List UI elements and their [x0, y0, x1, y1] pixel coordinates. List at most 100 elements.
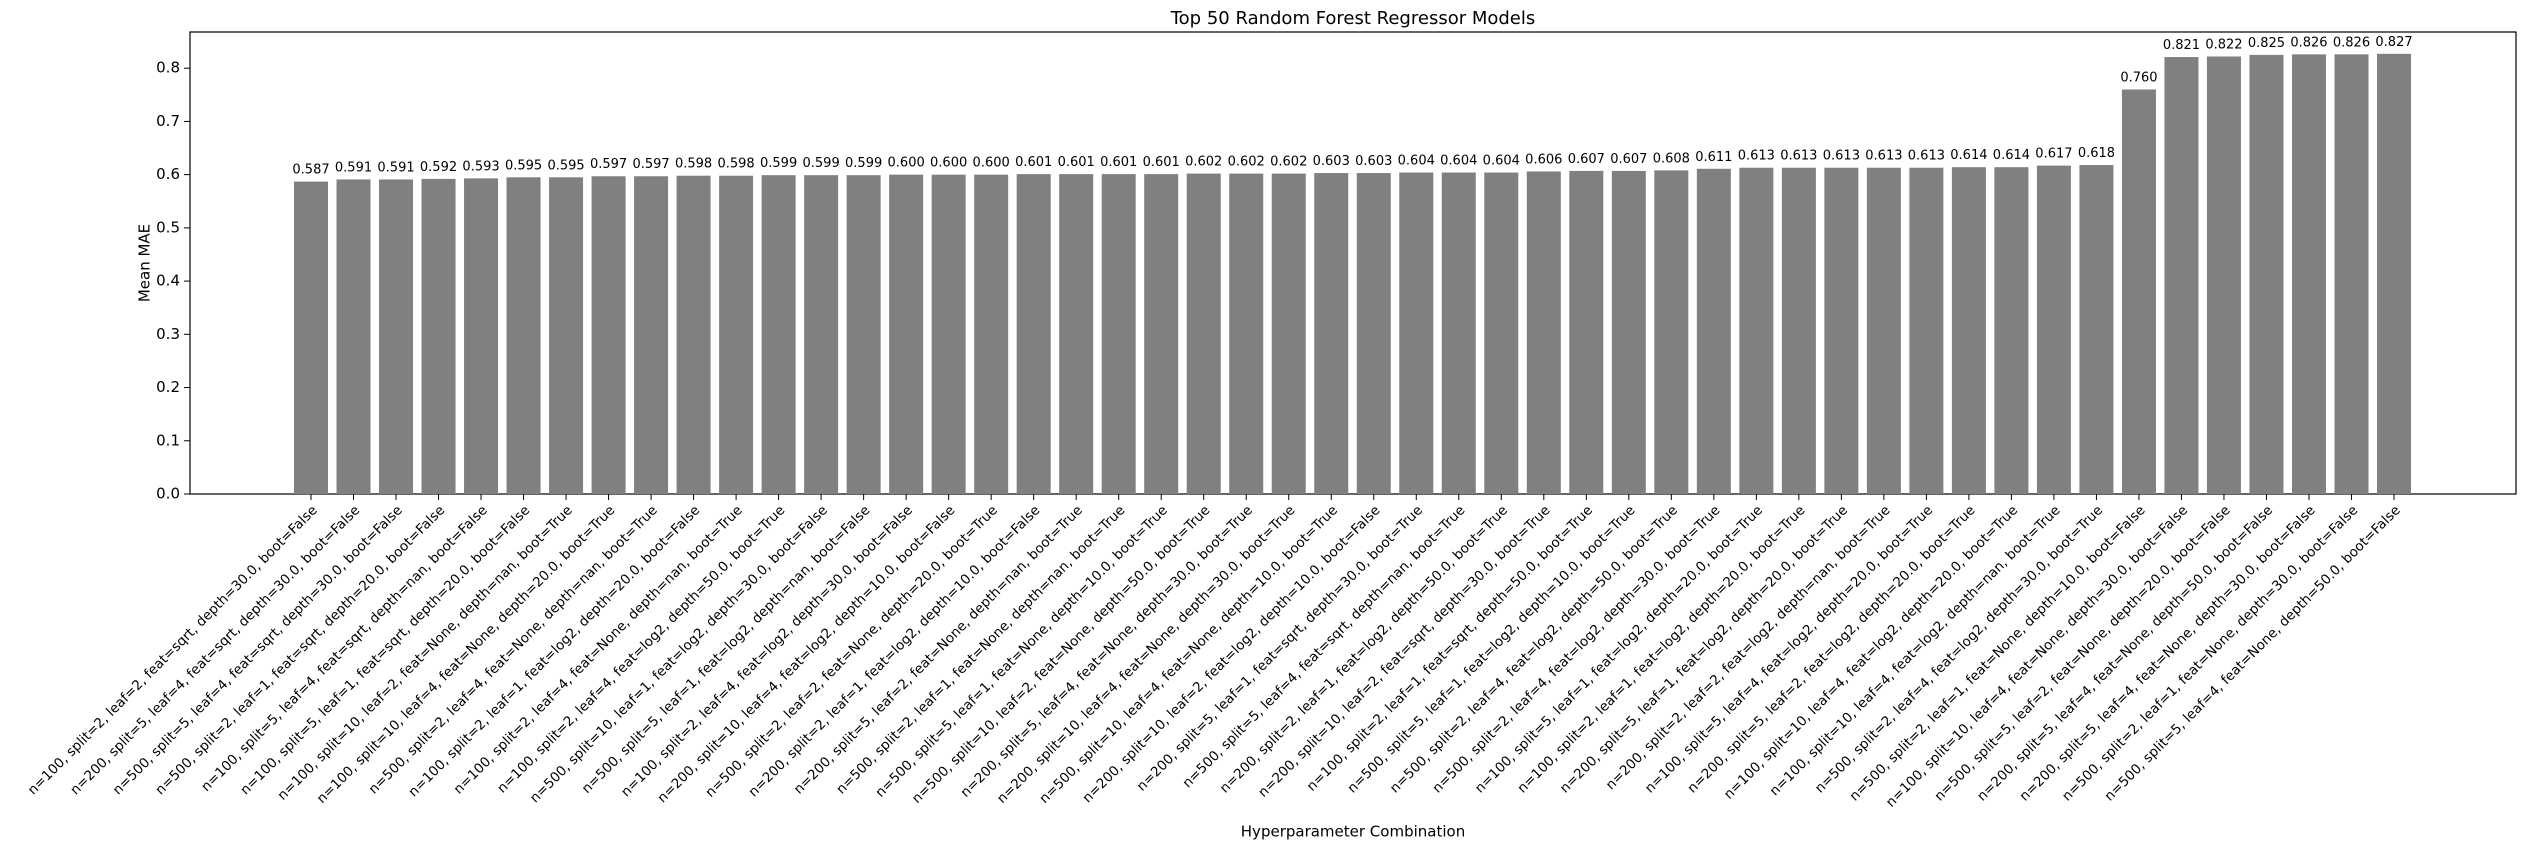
bar [2121, 89, 2156, 494]
value-label: 0.613 [1865, 149, 1902, 164]
value-label: 0.599 [845, 156, 882, 171]
value-label: 0.611 [1695, 150, 1732, 165]
bar [1994, 167, 2029, 494]
y-tick-label: 0.3 [156, 325, 180, 343]
bar [676, 175, 711, 495]
value-label: 0.604 [1483, 154, 1520, 169]
y-tick-label: 0.0 [156, 485, 180, 503]
value-label: 0.826 [2333, 35, 2370, 50]
y-tick-label: 0.8 [156, 59, 180, 77]
value-label: 0.602 [1228, 155, 1265, 170]
value-label: 0.595 [547, 158, 584, 173]
value-label: 0.591 [335, 160, 372, 175]
bar [2036, 165, 2071, 494]
value-label: 0.821 [2163, 38, 2200, 53]
bar [1824, 167, 1859, 494]
value-label: 0.604 [1398, 154, 1435, 169]
bar [2291, 54, 2326, 495]
bar [931, 174, 966, 495]
y-axis-label: Mean MAE [136, 224, 154, 302]
value-label: 0.593 [462, 159, 499, 174]
value-label: 0.607 [1610, 152, 1647, 167]
bar [2376, 53, 2412, 495]
bar [1314, 173, 1349, 494]
plot-frame [189, 31, 2517, 495]
bar [2164, 57, 2199, 495]
value-label: 0.613 [1823, 149, 1860, 164]
y-tick-label: 0.5 [156, 218, 180, 236]
value-label: 0.595 [505, 158, 542, 173]
value-label: 0.599 [803, 156, 840, 171]
chart-title: Top 50 Random Forest Regressor Models [1170, 8, 1536, 29]
bar [1229, 173, 1264, 495]
value-label: 0.608 [1653, 151, 1690, 166]
bar [1654, 170, 1689, 495]
value-label: 0.601 [1100, 155, 1137, 170]
bar [591, 176, 626, 494]
value-label: 0.607 [1568, 152, 1605, 167]
value-label: 0.600 [888, 156, 925, 171]
bar [1399, 172, 1434, 495]
value-label: 0.603 [1313, 154, 1350, 169]
bar [549, 177, 584, 494]
bar [1016, 174, 1051, 494]
bar [1484, 172, 1519, 495]
bar [719, 175, 754, 495]
y-tick-label: 0.1 [156, 431, 180, 449]
bar [1059, 174, 1094, 494]
value-label: 0.822 [2205, 37, 2242, 52]
value-label: 0.827 [2375, 35, 2412, 50]
bar [1356, 173, 1391, 494]
value-label: 0.592 [420, 160, 457, 175]
value-label: 0.597 [590, 157, 627, 172]
bar [1569, 170, 1604, 494]
bar [761, 175, 796, 494]
bar [2079, 165, 2114, 494]
value-label: 0.599 [760, 156, 797, 171]
bar [2249, 54, 2284, 495]
value-label: 0.825 [2248, 36, 2285, 51]
bar [889, 174, 924, 495]
bar [1951, 167, 1986, 494]
value-label: 0.601 [1143, 155, 1180, 170]
value-label: 0.597 [632, 157, 669, 172]
value-label: 0.618 [2078, 146, 2115, 161]
bar [634, 176, 669, 494]
y-tick-label: 0.2 [156, 378, 180, 396]
bar [1696, 168, 1731, 494]
bar [804, 175, 839, 494]
bar [336, 179, 371, 494]
value-label: 0.826 [2290, 35, 2327, 50]
bar [506, 177, 541, 494]
value-label: 0.614 [1993, 148, 2030, 163]
bar [2334, 54, 2369, 495]
value-label: 0.613 [1908, 149, 1945, 164]
bar [421, 178, 456, 494]
value-label: 0.602 [1270, 155, 1307, 170]
y-tick-label: 0.6 [156, 165, 180, 183]
value-label: 0.600 [930, 156, 967, 171]
value-label: 0.601 [1015, 155, 1052, 170]
y-tick-label: 0.4 [156, 272, 180, 290]
bar [1186, 173, 1221, 495]
bar [1271, 173, 1306, 495]
bar [464, 178, 499, 494]
value-label: 0.617 [2035, 147, 2072, 162]
value-label: 0.614 [1950, 148, 1987, 163]
value-label: 0.613 [1780, 149, 1817, 164]
value-label: 0.600 [973, 156, 1010, 171]
value-label: 0.602 [1185, 155, 1222, 170]
x-axis-label: Hyperparameter Combination [1241, 823, 1465, 841]
value-label: 0.601 [1058, 155, 1095, 170]
bar [2206, 56, 2241, 494]
bar [1611, 170, 1646, 494]
bar [1739, 167, 1774, 494]
value-label: 0.613 [1738, 149, 1775, 164]
value-label: 0.603 [1355, 154, 1392, 169]
value-label: 0.598 [717, 157, 754, 172]
value-label: 0.591 [377, 160, 414, 175]
bar [1526, 171, 1561, 495]
bar [1101, 174, 1136, 494]
bar [1441, 172, 1476, 495]
